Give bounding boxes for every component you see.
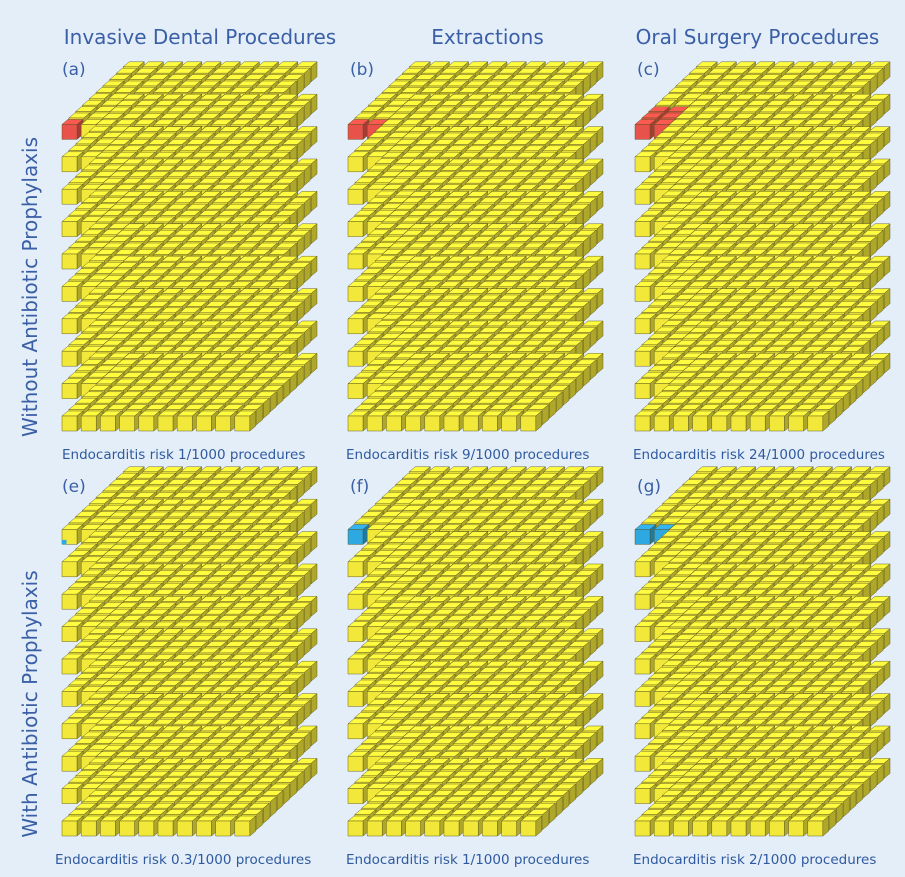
risk-cube: [347, 523, 370, 545]
cube-stack-e: [61, 466, 318, 837]
risk-cube: [347, 118, 370, 140]
cube: [404, 410, 428, 432]
cube: [691, 410, 715, 432]
risk-cube: [634, 118, 657, 140]
cube: [61, 588, 84, 610]
cube: [195, 815, 219, 837]
cube: [347, 183, 370, 205]
cube: [61, 183, 84, 205]
cube: [443, 410, 466, 432]
cube: [195, 410, 219, 432]
cube-stack-b: [347, 61, 604, 432]
cube: [347, 718, 370, 740]
cube: [80, 815, 103, 837]
cube: [730, 410, 753, 432]
cube: [768, 410, 792, 432]
cube: [61, 653, 84, 675]
cube: [634, 345, 657, 367]
cube: [118, 815, 142, 837]
cube: [462, 410, 485, 432]
cube: [347, 313, 370, 335]
cube: [347, 653, 370, 675]
cube: [61, 750, 84, 772]
cube: [61, 313, 84, 335]
cube: [347, 815, 370, 837]
cube: [634, 183, 657, 205]
cube: [366, 815, 389, 837]
cube: [61, 815, 84, 837]
cube: [347, 410, 370, 432]
cube: [61, 783, 84, 805]
cube: [634, 280, 657, 302]
cube: [787, 410, 811, 432]
cube: [347, 783, 370, 805]
partial-risk-cube: [62, 539, 67, 545]
cube: [653, 410, 676, 432]
cube: [61, 556, 84, 578]
cube: [61, 621, 84, 643]
cube: [61, 151, 84, 173]
cube: [214, 410, 238, 432]
cube: [61, 378, 84, 400]
cube: [347, 216, 370, 238]
risk-cube: [61, 118, 84, 140]
cube: [481, 410, 505, 432]
cube: [500, 410, 524, 432]
cube: [347, 345, 370, 367]
cube: [347, 378, 370, 400]
cube: [634, 313, 657, 335]
cube: [234, 410, 257, 432]
cube: [80, 410, 103, 432]
cube: [385, 410, 409, 432]
cube: [634, 151, 657, 173]
cube-stack-f: [347, 466, 604, 837]
cube: [672, 410, 696, 432]
cube: [214, 815, 238, 837]
cube: [157, 410, 180, 432]
cube: [61, 410, 84, 432]
cube: [99, 815, 123, 837]
cube: [61, 216, 84, 238]
cube: [138, 815, 161, 837]
cube: [157, 815, 180, 837]
cube: [138, 410, 161, 432]
cube: [366, 410, 389, 432]
cube: [520, 410, 543, 432]
cube: [61, 280, 84, 302]
cube-stack-c: [634, 61, 891, 432]
cube: [118, 410, 142, 432]
cube: [634, 378, 657, 400]
cube: [347, 588, 370, 610]
cube: [347, 685, 370, 707]
cube: [749, 410, 772, 432]
cube: [61, 248, 84, 270]
cube-stack-a: [61, 61, 318, 432]
cube: [807, 410, 830, 432]
cube: [347, 750, 370, 772]
cube: [61, 345, 84, 367]
cube: [176, 815, 199, 837]
cube: [711, 410, 734, 432]
cube: [347, 556, 370, 578]
cube: [424, 410, 447, 432]
cube: [634, 216, 657, 238]
cube: [61, 718, 84, 740]
cube: [99, 410, 123, 432]
cube: [634, 410, 657, 432]
cube: [347, 280, 370, 302]
cube: [61, 685, 84, 707]
cube: [176, 410, 199, 432]
cube: [347, 248, 370, 270]
cube: [234, 815, 257, 837]
cube: [634, 248, 657, 270]
cube: [347, 151, 370, 173]
cube: [347, 621, 370, 643]
